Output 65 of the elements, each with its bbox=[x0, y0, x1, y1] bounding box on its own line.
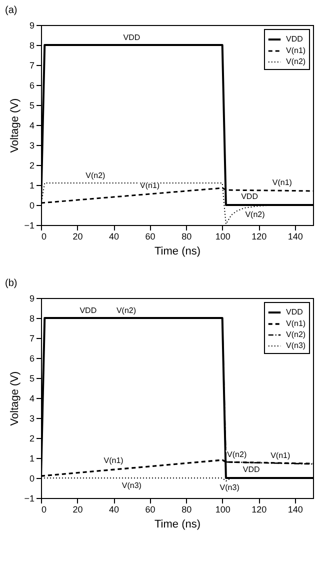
y-tick-label: 3 bbox=[29, 140, 34, 150]
y-tick-label: 9 bbox=[29, 20, 34, 30]
x-tick-label: 100 bbox=[215, 232, 230, 242]
x-tick-label: 80 bbox=[182, 504, 192, 514]
y-tick-label: 6 bbox=[29, 354, 34, 364]
legend-label: VDD bbox=[286, 308, 304, 316]
x-tick-label: 20 bbox=[72, 232, 83, 242]
x-tick-label: 80 bbox=[182, 232, 192, 242]
x-tick-label: 20 bbox=[72, 504, 83, 514]
legend-label: V(n3) bbox=[286, 341, 306, 350]
y-tick-label: 5 bbox=[29, 100, 34, 110]
legend-label: V(n1) bbox=[286, 319, 306, 328]
y-tick-label: −1 bbox=[24, 494, 34, 504]
y-axis-title: Voltage (V) bbox=[9, 98, 22, 153]
x-tick-label: 140 bbox=[288, 504, 303, 514]
legend-label: V(n2) bbox=[286, 330, 306, 339]
y-tick-label: 0 bbox=[29, 474, 34, 484]
y-tick-label: 1 bbox=[29, 180, 34, 190]
y-tick-label: 8 bbox=[29, 314, 34, 324]
annotation: VDD bbox=[242, 465, 260, 474]
legend-label: V(n1) bbox=[286, 46, 306, 55]
x-tick-label: 120 bbox=[252, 232, 267, 242]
y-axis-title: Voltage (V) bbox=[9, 371, 22, 426]
annotation: V(n3) bbox=[220, 483, 240, 492]
x-axis-title: Time (ns) bbox=[154, 246, 201, 258]
x-tick-label: 140 bbox=[288, 232, 303, 242]
annotation: VDD bbox=[80, 306, 97, 315]
annotation: V(n1) bbox=[272, 178, 292, 187]
y-tick-label: 0 bbox=[29, 200, 34, 210]
annotation: V(n2) bbox=[245, 210, 266, 219]
y-tick-label: 4 bbox=[29, 120, 34, 130]
y-tick-label: 2 bbox=[29, 434, 34, 444]
y-tick-label: 9 bbox=[29, 294, 34, 304]
annotation: V(n2) bbox=[227, 450, 247, 459]
y-tick-label: 7 bbox=[29, 60, 34, 70]
x-tick-label: 40 bbox=[109, 232, 120, 242]
annotation: V(n1) bbox=[270, 451, 290, 460]
y-tick-label: −1 bbox=[24, 220, 34, 230]
y-tick-label: 8 bbox=[29, 40, 34, 50]
chart-title: (b) bbox=[5, 278, 18, 289]
y-tick-label: 7 bbox=[29, 334, 34, 344]
x-tick-label: 0 bbox=[42, 232, 47, 242]
annotation: VDD bbox=[123, 33, 140, 42]
x-tick-label: 0 bbox=[42, 504, 47, 514]
y-tick-label: 5 bbox=[29, 374, 34, 384]
x-tick-label: 120 bbox=[252, 504, 267, 514]
y-tick-label: 1 bbox=[29, 454, 34, 464]
chart-title: (a) bbox=[5, 5, 18, 16]
annotation: V(n3) bbox=[122, 481, 142, 490]
x-tick-label: 100 bbox=[215, 504, 230, 514]
y-tick-label: 3 bbox=[29, 414, 34, 424]
legend-label: V(n2) bbox=[286, 57, 306, 66]
y-tick-label: 6 bbox=[29, 80, 34, 90]
x-tick-label: 60 bbox=[145, 504, 156, 514]
y-tick-label: 2 bbox=[29, 160, 34, 170]
x-tick-label: 40 bbox=[109, 504, 120, 514]
annotation: V(n2) bbox=[116, 306, 136, 315]
y-tick-label: 4 bbox=[29, 394, 34, 404]
annotation: V(n1) bbox=[104, 456, 124, 465]
annotation: V(n1) bbox=[140, 181, 160, 190]
x-axis-title: Time (ns) bbox=[154, 518, 201, 530]
x-tick-label: 60 bbox=[145, 232, 156, 242]
annotation: V(n2) bbox=[86, 171, 106, 180]
annotation: VDD bbox=[241, 192, 258, 201]
legend-label: VDD bbox=[286, 34, 304, 44]
